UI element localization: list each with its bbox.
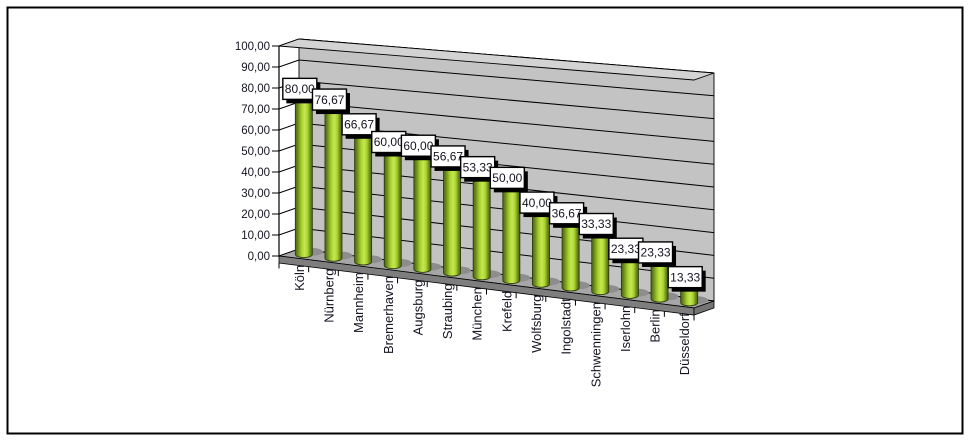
x-axis-label: Augsburg <box>410 280 425 336</box>
outer-border <box>6 6 964 435</box>
bar-bremerhaven: 60,00 <box>371 130 412 270</box>
category-labels-group: Köln Nürnberg Mannheim Bremerhaven Augsburg S… <box>292 265 692 387</box>
gridline-depth-connector <box>278 59 300 68</box>
bar-münchen: 53,33 <box>459 155 501 281</box>
wall-gridline <box>298 80 715 120</box>
data-label-box <box>667 265 703 289</box>
y-axis-label: 90,00 <box>241 62 270 74</box>
data-label: 13,33 <box>670 270 700 284</box>
data-label: 33,33 <box>581 217 611 231</box>
bar-cylinder-body <box>354 118 373 266</box>
y-axis-label: 80,00 <box>241 83 270 95</box>
data-label: 36,67 <box>552 206 582 220</box>
y-axis-label: 60,00 <box>241 125 270 137</box>
wall-gridline <box>298 101 715 142</box>
y-axis-label: 30,00 <box>241 188 270 200</box>
data-label: 40,00 <box>522 196 552 210</box>
bar-cylinder-body <box>324 93 343 262</box>
data-label: 60,00 <box>374 135 404 149</box>
y-axis-label: 10,00 <box>241 230 270 242</box>
x-axis-label: Köln <box>292 265 307 291</box>
data-label-box <box>341 113 377 136</box>
bar-schwenningen: 33,33 <box>578 212 620 296</box>
x-axis-label: Düsseldorf <box>677 313 692 376</box>
data-label-box <box>311 88 348 111</box>
x-axis-label: Nürnberg <box>321 269 336 323</box>
bar-straubing: 56,67 <box>430 145 472 277</box>
data-label: 53,33 <box>463 160 493 174</box>
data-label-box <box>578 212 614 236</box>
y-axis-label: 50,00 <box>241 146 270 158</box>
bar-ingolstadt: 36,67 <box>548 202 590 292</box>
data-label: 76,67 <box>314 93 344 107</box>
bar-düsseldorf: 13,33 <box>667 265 709 307</box>
data-label: 66,67 <box>344 117 374 131</box>
data-label: 23,33 <box>641 246 671 260</box>
bar-iserlohn: 23,33 <box>608 237 649 299</box>
value-axis-group: 0,00 10,00 20,00 30,00 40,00 50,00 60,00 70,00 8… <box>235 41 280 263</box>
bar-berlin: 23,33 <box>637 241 679 303</box>
data-label-box <box>489 166 526 190</box>
y-axis-label: 100,00 <box>235 41 270 53</box>
data-label: 23,33 <box>611 242 641 256</box>
x-axis-label: München <box>470 287 485 340</box>
bar-cylinder-body <box>294 82 313 258</box>
bar-köln: 80,00 <box>282 77 323 258</box>
data-label: 56,67 <box>433 150 463 164</box>
bar-nürnberg: 76,67 <box>311 88 353 262</box>
x-axis-label: Ingolstadt <box>559 298 574 355</box>
bar-krefeld: 50,00 <box>489 166 531 284</box>
data-label: 50,00 <box>492 171 522 185</box>
wall-top-face <box>278 38 715 81</box>
x-axis-label: Schwenningen <box>588 302 603 387</box>
category-ticks-group <box>278 263 695 321</box>
y-axis-label: 0,00 <box>248 251 270 263</box>
y-axis-label: 70,00 <box>241 104 270 116</box>
x-axis-label: Krefeld <box>499 291 514 332</box>
x-axis-label: Straubing <box>440 283 455 339</box>
x-axis-label: Berlin <box>648 309 663 342</box>
x-axis-label: Bremerhaven <box>381 276 396 354</box>
x-axis-label: Iserlohn <box>618 306 633 352</box>
data-label: 80,00 <box>285 82 315 96</box>
y-axis-label: 20,00 <box>241 209 270 221</box>
x-axis-label: Wolfsburg <box>529 295 544 353</box>
wall-gridline <box>298 59 715 97</box>
floor-right-face <box>693 300 715 316</box>
x-axis-label: Mannheim <box>351 272 366 333</box>
data-label: 60,00 <box>403 139 433 153</box>
data-label-box <box>637 241 674 264</box>
y-axis-label: 40,00 <box>241 167 270 179</box>
bar-wolfsburg: 40,00 <box>519 191 560 288</box>
